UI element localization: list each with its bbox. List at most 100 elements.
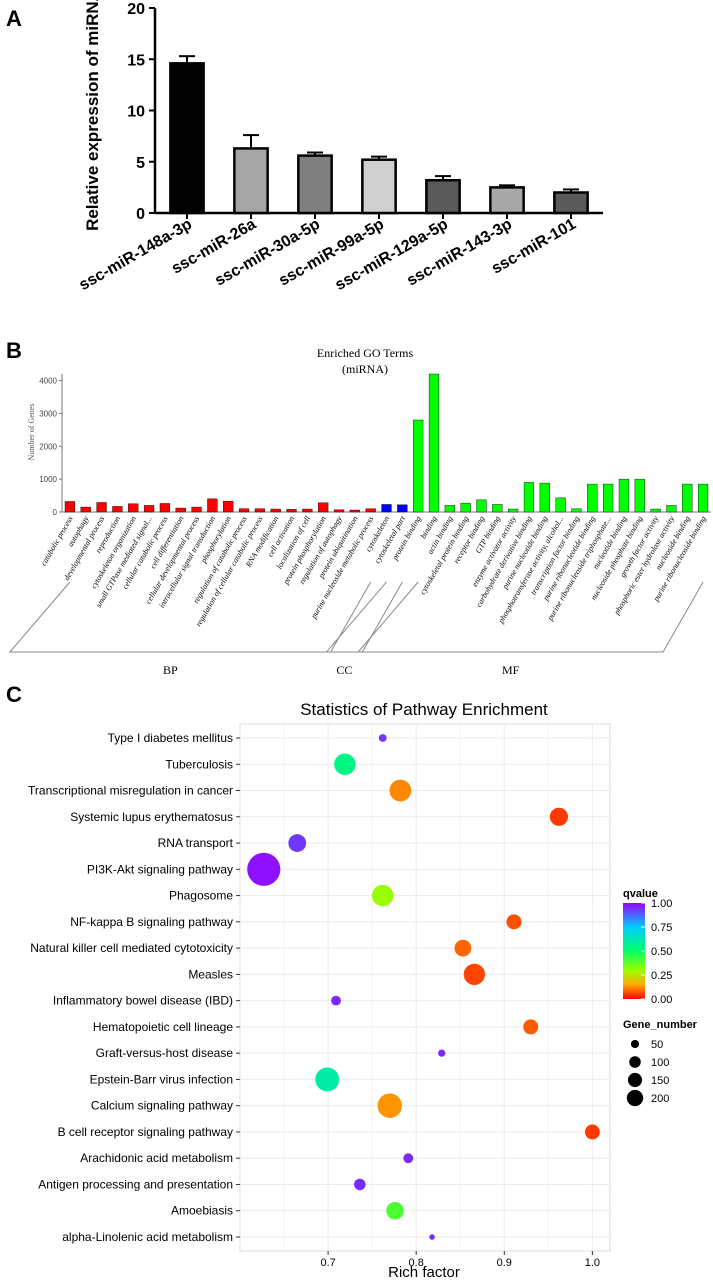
b-bar	[428, 373, 440, 513]
qvalue-tick-label: 1.00	[651, 898, 672, 910]
c-point	[288, 834, 307, 852]
b-bar	[112, 506, 123, 513]
c-point	[463, 963, 485, 986]
panel-label-a: A	[6, 6, 22, 31]
b-bar	[128, 503, 139, 513]
panel-c: C Statistics of Pathway Enrichment Rich …	[6, 682, 698, 1281]
c-x-tick-label: 0.9	[497, 1257, 512, 1269]
c-point	[523, 1019, 539, 1035]
c-y-tick-label: Graft-versus-host disease	[96, 1046, 234, 1060]
c-point	[549, 807, 568, 826]
c-point	[403, 1153, 414, 1164]
c-point	[315, 1067, 340, 1092]
b-y-tick-label: 3000	[39, 409, 57, 418]
panel-b: B Enriched GO Terms (miRNA) Number of Ge…	[6, 338, 711, 677]
panel-b-ylabel: Number of Genes	[27, 404, 36, 461]
c-point	[331, 995, 341, 1006]
a-y-tick-label: 20	[127, 1, 145, 18]
b-bar	[286, 509, 297, 513]
c-y-tick-label: NF-kappa B signaling pathway	[70, 915, 233, 929]
a-y-tick-label: 0	[136, 206, 145, 223]
c-point	[354, 1178, 366, 1191]
gene-number-legend-dot	[627, 1072, 643, 1088]
b-bar	[80, 506, 91, 513]
gene-number-legend-label: 150	[651, 1075, 669, 1087]
b-bar	[175, 507, 186, 513]
b-bar	[64, 501, 76, 513]
b-bar	[618, 478, 630, 513]
c-point	[378, 734, 387, 742]
b-bar	[365, 508, 376, 513]
qvalue-colorbar	[623, 903, 645, 999]
b-group-bracket	[8, 581, 372, 653]
b-bar	[207, 498, 218, 513]
panel-label-c: C	[6, 682, 22, 707]
c-point	[334, 753, 356, 775]
c-y-tick-label: Transcriptional misregulation in cancer	[28, 784, 233, 798]
panel-a: A Relative expression of miRNA 0 5 10 15 20 s…	[6, 0, 603, 294]
a-x-tick-label: ssc-miR-99a-5p	[276, 216, 387, 290]
b-bar	[587, 483, 598, 513]
c-x-tick-label: 1.0	[585, 1257, 600, 1269]
b-y-tick-label: 4000	[39, 377, 57, 386]
b-bar	[413, 419, 424, 513]
a-bar	[233, 147, 269, 215]
a-bar	[553, 191, 589, 215]
b-bar	[143, 505, 155, 513]
c-y-tick-label: Antigen processing and presentation	[38, 1177, 233, 1191]
a-bar	[489, 186, 525, 215]
b-bar	[523, 482, 535, 513]
qvalue-tick-label: 0.75	[651, 922, 672, 934]
qvalue-tick-label: 0.00	[651, 994, 672, 1006]
c-point	[429, 1234, 435, 1240]
c-point	[438, 1049, 446, 1057]
b-bar	[444, 505, 455, 513]
panel-b-title: Enriched GO Terms	[317, 346, 414, 360]
b-bar	[555, 497, 566, 513]
b-group-bracket	[357, 581, 704, 653]
b-group-label: MF	[502, 663, 520, 677]
b-bar	[571, 508, 582, 513]
c-y-tick-label: PI3K-Akt signaling pathway	[87, 862, 233, 876]
b-bar	[697, 483, 709, 513]
c-x-tick-label: 0.7	[320, 1257, 335, 1269]
b-bar	[223, 500, 234, 513]
a-y-tick-label: 10	[127, 104, 145, 121]
b-bar	[96, 502, 107, 513]
b-bar	[603, 483, 614, 513]
b-y-tick-label: 1000	[39, 475, 57, 484]
b-bar	[650, 508, 661, 513]
b-bar	[634, 478, 645, 513]
b-bar	[254, 508, 265, 513]
c-point	[584, 1124, 600, 1140]
c-point	[371, 884, 394, 907]
c-y-tick-label: Systemic lupus erythematosus	[70, 810, 233, 824]
b-bar	[302, 508, 313, 513]
a-y-tick-label: 5	[136, 155, 145, 172]
b-bar	[191, 506, 202, 513]
c-y-tick-label: alpha-Linolenic acid metabolism	[62, 1230, 233, 1244]
b-group-label: CC	[336, 663, 352, 677]
a-x-tick-label: ssc-miR-129a-5p	[332, 216, 451, 294]
c-y-tick-label: Amoebiasis	[171, 1204, 233, 1218]
b-bar	[318, 502, 329, 513]
gene-number-legend-title: Gene_number	[623, 1019, 698, 1031]
a-y-tick-label: 15	[127, 52, 145, 69]
qvalue-legend-title: qvalue	[623, 888, 658, 900]
c-y-tick-label: Epstein-Barr virus infection	[90, 1072, 233, 1086]
b-bar	[666, 505, 677, 513]
a-bar	[425, 178, 461, 215]
a-bar	[297, 154, 333, 215]
c-y-tick-label: Measles	[188, 967, 233, 981]
b-bar	[539, 482, 550, 513]
c-y-tick-label: Tuberculosis	[165, 757, 233, 771]
panel-a-ylabel: Relative expression of miRNA	[83, 0, 102, 231]
b-y-tick-label: 2000	[39, 442, 57, 451]
c-y-tick-label: Arachidonic acid metabolism	[80, 1151, 233, 1165]
gene-number-legend-dot	[630, 1039, 640, 1049]
c-y-tick-label: Hematopoietic cell lineage	[93, 1020, 233, 1034]
gene-number-legend-dot	[626, 1089, 644, 1107]
b-bar	[159, 503, 170, 513]
qvalue-tick-label: 0.50	[651, 946, 672, 958]
b-group-bracket	[325, 581, 403, 653]
